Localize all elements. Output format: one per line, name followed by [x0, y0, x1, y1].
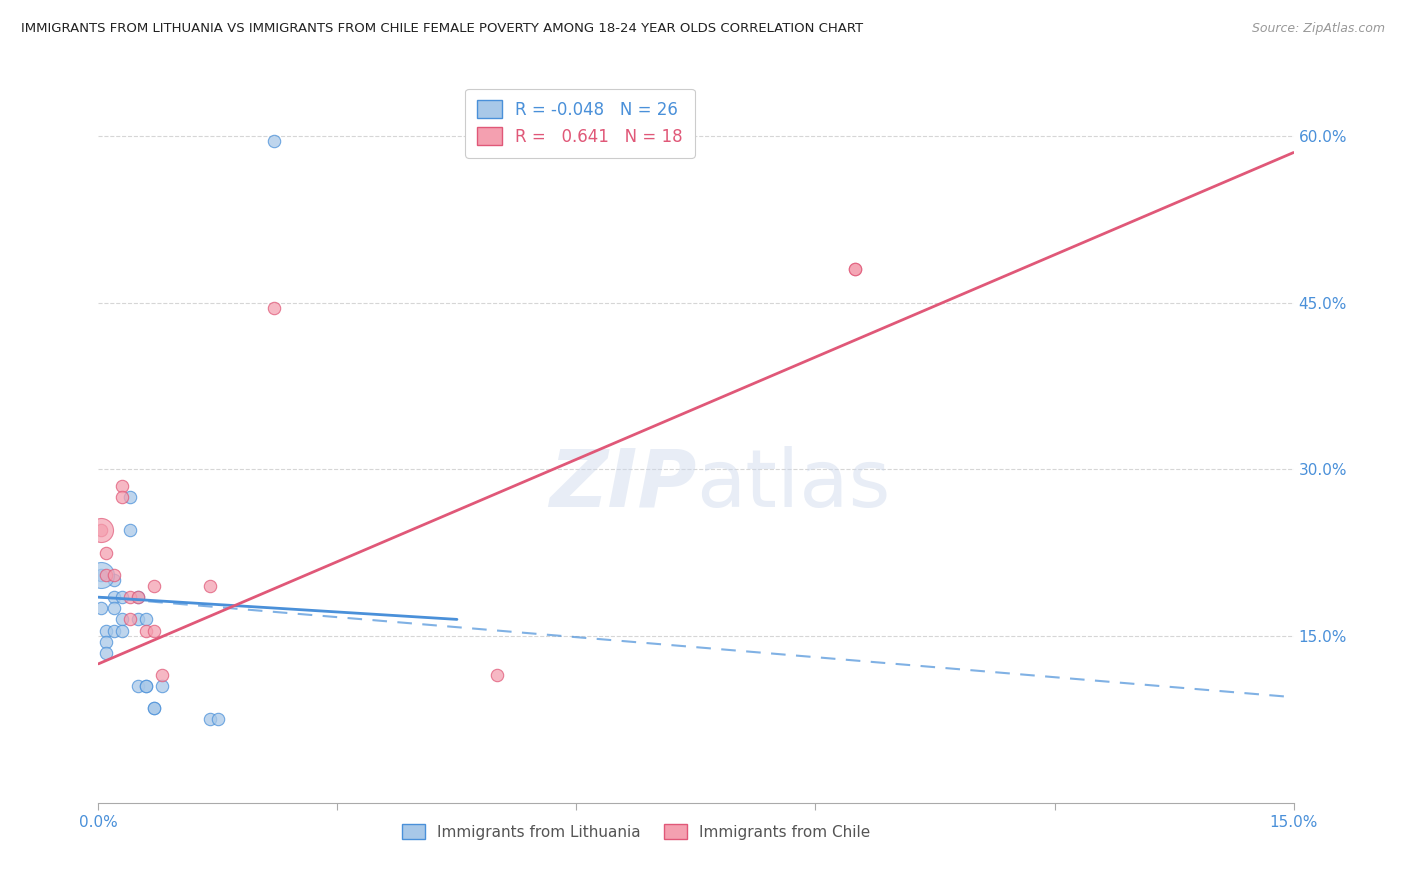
Point: [127, 590, 149, 604]
Point: [96, 624, 118, 638]
Point: [103, 590, 125, 604]
Point: [844, 262, 866, 277]
Point: [120, 490, 142, 504]
Text: IMMIGRANTS FROM LITHUANIA VS IMMIGRANTS FROM CHILE FEMALE POVERTY AMONG 18-24 YE: IMMIGRANTS FROM LITHUANIA VS IMMIGRANTS …: [21, 22, 863, 36]
Point: [135, 679, 157, 693]
Point: [111, 479, 134, 493]
Point: [135, 624, 157, 638]
Point: [120, 524, 142, 538]
Point: [120, 590, 142, 604]
Point: [111, 624, 134, 638]
Point: [150, 679, 173, 693]
Point: [485, 668, 508, 682]
Point: [90, 568, 112, 582]
Point: [103, 624, 125, 638]
Point: [127, 590, 149, 604]
Point: [96, 568, 118, 582]
Point: [143, 579, 166, 593]
Point: [150, 668, 173, 682]
Point: [844, 262, 866, 277]
Point: [96, 634, 118, 648]
Point: [111, 490, 134, 504]
Point: [127, 679, 149, 693]
Legend: Immigrants from Lithuania, Immigrants from Chile: Immigrants from Lithuania, Immigrants fr…: [396, 818, 876, 846]
Point: [143, 701, 166, 715]
Point: [198, 713, 221, 727]
Point: [143, 624, 166, 638]
Text: Source: ZipAtlas.com: Source: ZipAtlas.com: [1251, 22, 1385, 36]
Point: [103, 574, 125, 588]
Point: [90, 524, 112, 538]
Point: [135, 612, 157, 626]
Point: [127, 612, 149, 626]
Text: atlas: atlas: [696, 446, 890, 524]
Point: [90, 601, 112, 615]
Text: ZIP: ZIP: [548, 446, 696, 524]
Point: [143, 701, 166, 715]
Point: [135, 679, 157, 693]
Point: [111, 590, 134, 604]
Point: [96, 546, 118, 560]
Point: [263, 301, 285, 315]
Point: [96, 646, 118, 660]
Point: [120, 612, 142, 626]
Point: [198, 579, 221, 593]
Point: [90, 524, 112, 538]
Point: [90, 568, 112, 582]
Point: [111, 612, 134, 626]
Point: [263, 135, 285, 149]
Point: [103, 568, 125, 582]
Point: [103, 601, 125, 615]
Point: [207, 713, 229, 727]
